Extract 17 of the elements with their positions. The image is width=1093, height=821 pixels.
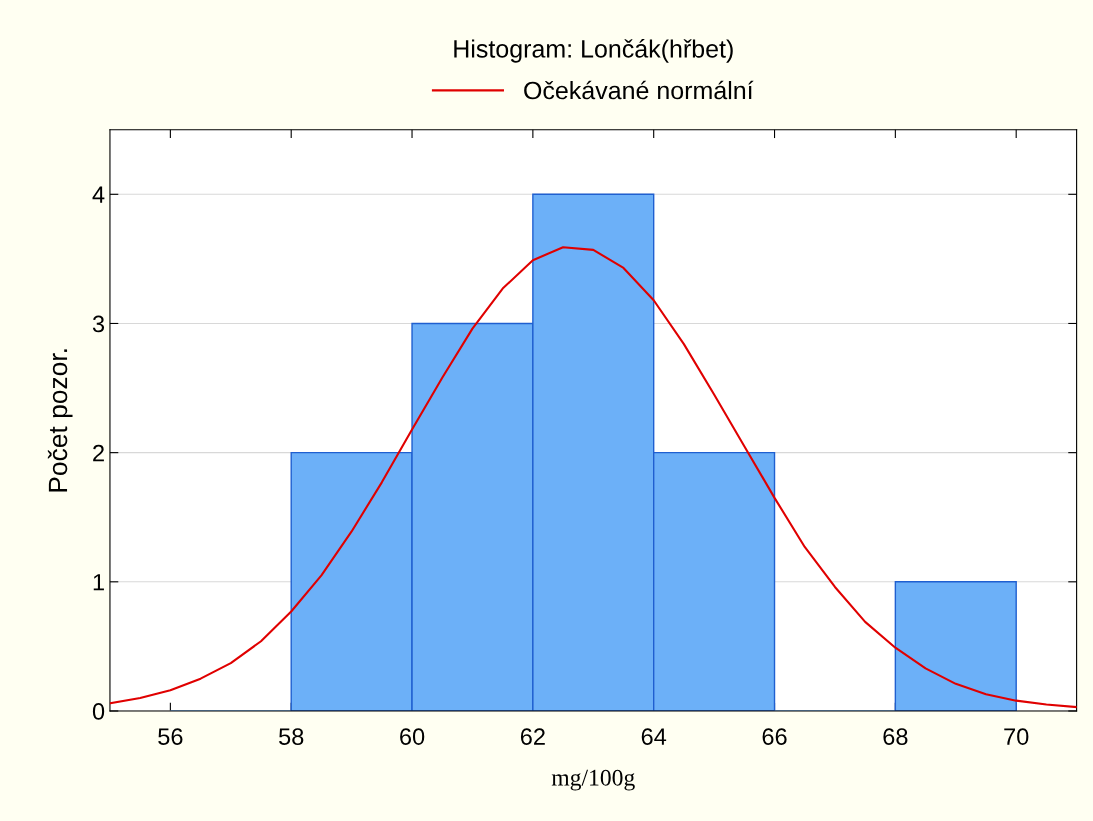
chart-title: Histogram: Lončák(hřbet): [454, 39, 733, 63]
legend-label: Očekávané normální: [524, 80, 754, 100]
y-axis-title: Počet pozor.: [47, 349, 73, 492]
x-tick-label: 56: [158, 728, 183, 745]
x-tick-label: 60: [400, 728, 425, 745]
y-tick-label: 1: [93, 574, 104, 591]
x-tick-label: 66: [762, 728, 787, 745]
x-tick-label: 70: [1004, 728, 1029, 745]
y-tick-label: 3: [92, 315, 105, 333]
x-tick-label: 64: [641, 728, 667, 745]
x-tick-label: 58: [279, 728, 304, 745]
x-tick-label: 62: [520, 728, 545, 745]
y-tick-label: 2: [93, 444, 104, 462]
x-tick-label: 68: [883, 728, 908, 745]
y-tick-label: 0: [92, 703, 105, 720]
x-axis-title: mg/100g: [551, 769, 635, 791]
y-tick-label: 4: [92, 186, 105, 203]
